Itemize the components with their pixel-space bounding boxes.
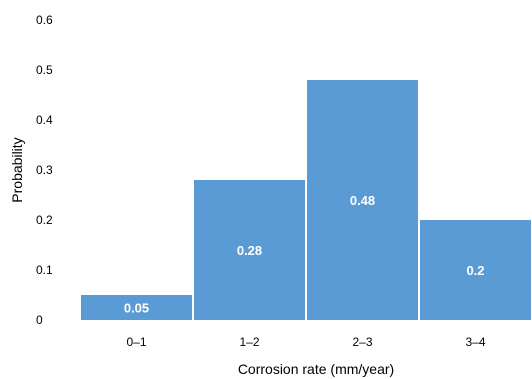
- bar-value-label: 0.28: [237, 243, 262, 258]
- bar: [420, 220, 531, 320]
- bar-value-label: 0.48: [350, 193, 375, 208]
- bar: [81, 295, 192, 320]
- bar: [194, 180, 305, 320]
- y-tick-label: 0.1: [36, 263, 53, 277]
- x-tick-label: 1–2: [239, 335, 259, 349]
- bar-value-label: 0.2: [466, 263, 484, 278]
- bars: 0.05 0.28 0.48 0.2: [81, 80, 531, 320]
- x-tick-label: 2–3: [352, 335, 372, 349]
- y-tick-label: 0.6: [36, 13, 53, 27]
- y-axis-title: Probability: [9, 137, 25, 202]
- y-tick-label: 0.3: [36, 163, 53, 177]
- x-tick-label: 0–1: [126, 335, 146, 349]
- y-tick-label: 0.2: [36, 213, 53, 227]
- y-tick-label: 0.5: [36, 63, 53, 77]
- x-axis-ticks: 0–1 1–2 2–3 3–4: [126, 335, 485, 349]
- x-tick-label: 3–4: [465, 335, 485, 349]
- y-axis-ticks: 0 0.1 0.2 0.3 0.4 0.5 0.6: [36, 13, 53, 327]
- bar: [307, 80, 418, 320]
- bar-value-label: 0.05: [124, 301, 149, 316]
- y-tick-label: 0.4: [36, 113, 53, 127]
- y-tick-label: 0: [36, 313, 43, 327]
- x-axis-title: Corrosion rate (mm/year): [238, 361, 394, 377]
